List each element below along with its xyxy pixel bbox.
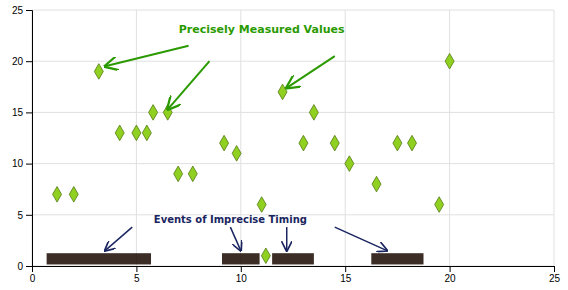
point [69,187,78,203]
grid-line [32,163,554,164]
point [435,197,444,213]
point [94,64,103,80]
annotations: Precisely Measured Values Events of Impre… [105,23,387,250]
axis-line [33,267,555,273]
tick-label: 25 [12,5,24,16]
axis-line [26,11,33,267]
point [299,135,308,151]
tick: 15 [12,107,32,118]
tick-label: 0 [30,273,36,284]
tick-mark [26,266,32,267]
tick-mark [26,10,32,11]
grid-line [32,112,554,113]
point [309,105,318,121]
point [257,197,266,213]
point [149,105,158,121]
point [345,156,354,172]
point [220,135,229,151]
point [142,125,151,141]
tick-label: 25 [549,273,561,284]
grid-line [32,61,554,62]
arrow [287,56,335,88]
grid-line [554,10,555,266]
arrow [230,227,240,251]
tick: 5 [17,210,32,221]
event-bar [371,253,423,264]
tick-mark [26,215,32,216]
tick: 0 [30,266,36,284]
point [132,125,141,141]
annotation: Precisely Measured Values [179,23,345,36]
event-bar [272,253,314,264]
grid-line [449,10,450,266]
tick-mark [26,112,32,113]
point [408,135,417,151]
tick-label: 5 [17,210,23,221]
tick: 5 [134,266,140,284]
tick-label: 0 [17,261,23,272]
chart: 0 5 10 15 20 25 0 5 10 15 20 25 Precisely Measured V… [0,0,568,290]
point [278,84,287,100]
point [115,125,124,141]
plot: 0 5 10 15 20 25 0 5 10 15 20 25 Precisely Measured V… [12,5,561,284]
tick: 10 [236,266,248,284]
y-axis: 0 5 10 15 20 25 [12,5,33,272]
grid [32,10,554,266]
point [174,166,183,182]
tick: 20 [12,56,32,67]
tick-mark [345,266,346,272]
tick: 25 [549,266,561,284]
grid-line [345,10,346,266]
x-axis: 0 5 10 15 20 25 [30,266,561,284]
point [372,176,381,192]
tick: 20 [445,266,457,284]
tick-mark [450,266,451,272]
arrow [335,227,387,251]
tick-label: 10 [12,158,24,169]
arrow [168,61,210,109]
tick-label: 20 [445,273,457,284]
tick-label: 5 [134,273,140,284]
tick-mark [26,164,32,165]
arrow [105,46,189,66]
point [261,248,270,264]
event-bar [222,253,260,264]
tick-mark [241,266,242,272]
tick-label: 20 [12,56,24,67]
tick-label: 15 [12,107,24,118]
point [330,135,339,151]
tick: 15 [340,266,352,284]
tick: 0 [17,261,32,272]
annotation: Events of Imprecise Timing [154,214,307,225]
grid-line [32,10,554,11]
tick-label: 15 [340,273,352,284]
grid-line [240,10,241,266]
event-bar [47,253,151,264]
point [232,146,241,162]
point [53,187,62,203]
tick: 10 [12,158,32,169]
tick-label: 10 [236,273,248,284]
tick-mark [136,266,137,272]
tick-mark [554,266,555,272]
data [47,53,454,264]
point [393,135,402,151]
arrow [105,227,132,251]
tick-mark [26,61,32,62]
arrow [286,227,288,251]
point [445,53,454,69]
tick: 25 [12,5,32,16]
point [188,166,197,182]
